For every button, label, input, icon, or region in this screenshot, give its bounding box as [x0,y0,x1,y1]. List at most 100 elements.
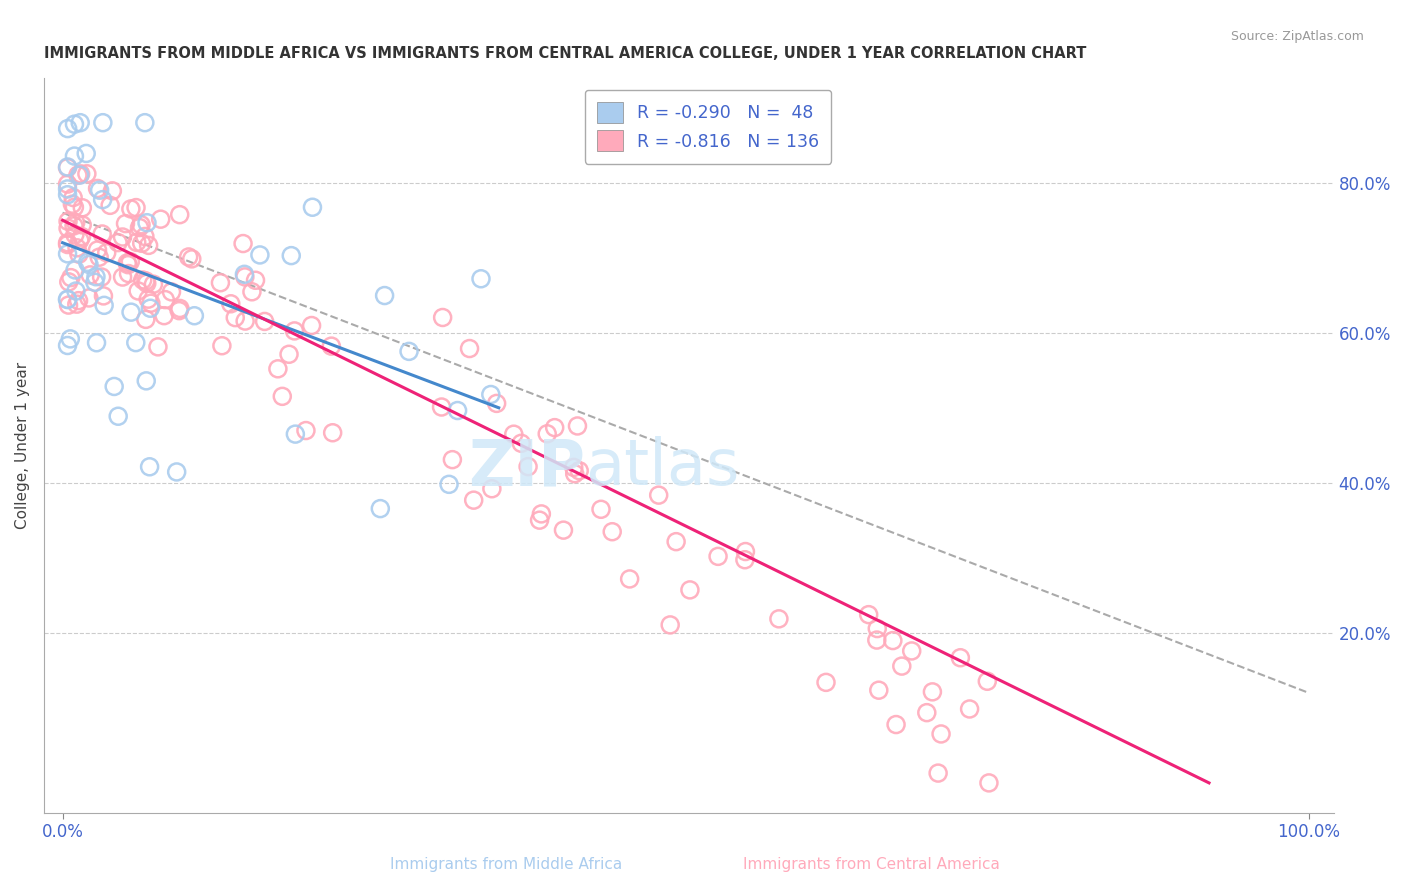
Point [125,201,148,215]
Point [209,276,232,290]
Point [280,249,302,263]
Point [98,198,121,212]
Point [56,187,79,202]
Point [56,182,79,196]
Point [136,292,159,306]
Point [91,227,114,241]
Point [301,318,323,333]
Point [211,339,233,353]
Point [63,149,86,163]
Point [75,146,97,161]
Point [56,221,79,235]
Point [374,288,396,302]
Point [135,277,157,291]
Point [103,379,125,393]
Point [91,193,114,207]
Point [441,452,464,467]
Point [368,501,391,516]
Point [65,284,87,298]
Point [67,293,90,308]
Point [90,270,112,285]
Point [915,706,938,720]
Point [232,236,254,251]
Point [56,160,79,174]
Point [86,181,108,195]
Point [619,572,641,586]
Point [114,217,136,231]
Point [70,229,93,244]
Point [224,310,246,325]
Point [139,296,162,310]
Point [56,161,79,175]
Point [600,524,623,539]
Point [155,293,177,307]
Point [56,214,79,228]
Point [568,464,591,478]
Point [58,298,80,312]
Point [283,324,305,338]
Point [56,235,79,250]
Point [665,534,688,549]
Point [77,258,100,272]
Point [142,277,165,292]
Point [868,683,890,698]
Point [977,776,1000,790]
Point [679,582,702,597]
Point [107,409,129,424]
Point [245,273,267,287]
Point [72,201,94,215]
Point [84,269,107,284]
Point [93,298,115,312]
Point [160,285,183,299]
Point [69,167,91,181]
Point [132,273,155,287]
Point [470,272,492,286]
Point [62,190,84,204]
Point [79,268,101,282]
Point [70,218,93,232]
Point [430,400,453,414]
Point [233,314,256,328]
Point [177,250,200,264]
Text: Immigrants from Central America: Immigrants from Central America [744,857,1000,872]
Point [900,644,922,658]
Point [134,229,156,244]
Point [734,553,756,567]
Point [398,344,420,359]
Point [83,275,105,289]
Point [284,427,307,442]
Point [107,235,129,250]
Point [138,238,160,252]
Point [56,121,79,136]
Point [814,675,837,690]
Point [56,293,79,307]
Point [139,301,162,316]
Point [96,245,118,260]
Point [458,342,481,356]
Point [567,419,589,434]
Point [91,116,114,130]
Point [301,200,323,214]
Point [481,482,503,496]
Point [858,607,880,622]
Point [321,339,343,353]
Point [233,269,256,284]
Point [463,493,485,508]
Point [479,387,502,401]
Point [135,312,157,326]
Point [120,254,142,268]
Point [56,247,79,261]
Point [544,420,567,434]
Point [134,116,156,130]
Point [734,544,756,558]
Point [56,237,79,252]
Point [927,766,949,780]
Point [77,291,100,305]
Point [89,183,111,197]
Text: Source: ZipAtlas.com: Source: ZipAtlas.com [1230,30,1364,44]
Point [890,659,912,673]
Point [138,459,160,474]
Point [117,256,139,270]
Point [249,248,271,262]
Point [69,233,91,247]
